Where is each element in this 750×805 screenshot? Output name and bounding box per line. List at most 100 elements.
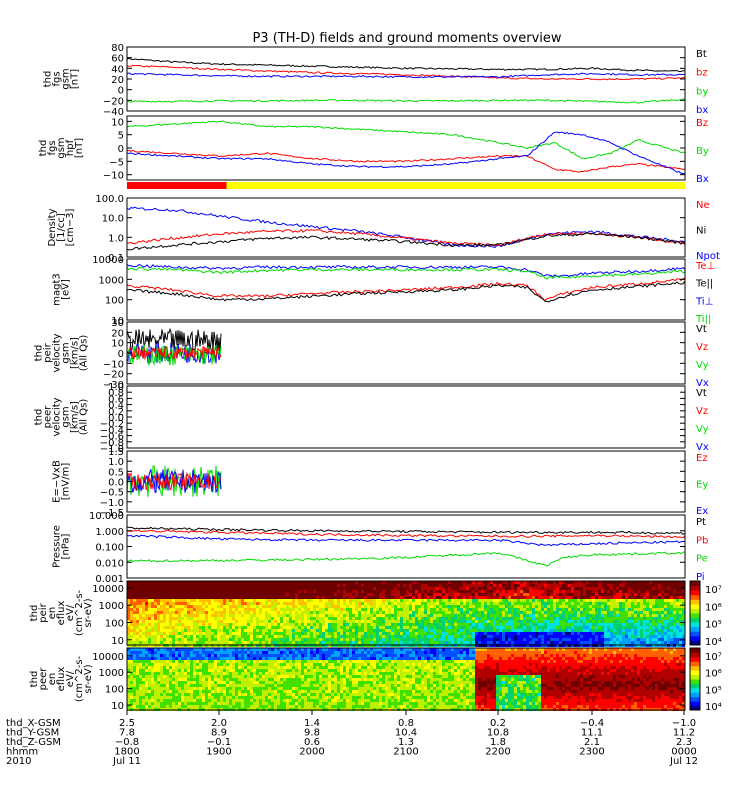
spectrogram-cell [166, 635, 169, 638]
spectrogram-cell [421, 593, 424, 596]
spectrogram-cell [589, 626, 592, 629]
spectrogram-cell [223, 635, 226, 638]
spectrogram-cell [139, 599, 142, 602]
spectrogram-cell [154, 699, 157, 702]
y-tick-label: 0 [118, 86, 124, 97]
spectrogram-cell [382, 623, 385, 626]
spectrogram-cell [667, 590, 670, 593]
spectrogram-cell [346, 617, 349, 620]
spectrogram-cell [508, 590, 511, 593]
spectrogram-cell [496, 632, 499, 635]
spectrogram-cell [160, 693, 163, 696]
spectrogram-cell [157, 690, 160, 693]
spectrogram-cell [226, 641, 229, 644]
spectrogram-cell [352, 635, 355, 638]
spectrogram-cell [271, 608, 274, 611]
spectrogram-cell [226, 614, 229, 617]
spectrogram-cell [148, 620, 151, 623]
spectrogram-cell [493, 638, 496, 641]
spectrogram-cell [391, 587, 394, 590]
spectrogram-cell [148, 593, 151, 596]
spectrogram-cell [394, 638, 397, 641]
spectrogram-cell [448, 617, 451, 620]
spectrogram-cell [286, 590, 289, 593]
spectrogram-cell [604, 605, 607, 608]
spectrogram-cell [562, 620, 565, 623]
spectrogram-cell [181, 675, 184, 678]
spectrogram-cell [310, 584, 313, 587]
spectrogram-cell [619, 593, 622, 596]
spectrogram-cell [139, 699, 142, 702]
spectrogram-cell [496, 614, 499, 617]
spectrogram-cell [613, 623, 616, 626]
spectrogram-cell [178, 608, 181, 611]
spectrogram-cell [349, 587, 352, 590]
spectrogram-cell [478, 608, 481, 611]
spectrogram-cell [151, 635, 154, 638]
legend-entry: Ne [696, 200, 710, 211]
spectrogram-cell [658, 584, 661, 587]
spectrogram-cell [391, 635, 394, 638]
spectrogram-cell [442, 596, 445, 599]
spectrogram-cell [355, 638, 358, 641]
spectrogram-cell [169, 693, 172, 696]
spectrogram-cell [238, 590, 241, 593]
spectrogram-cell [517, 599, 520, 602]
spectrogram-cell [157, 666, 160, 669]
spectrogram-cell [229, 584, 232, 587]
spectrogram-cell [181, 605, 184, 608]
spectrogram-cell [238, 599, 241, 602]
spectrogram-cell [436, 635, 439, 638]
spectrogram-cell [175, 638, 178, 641]
spectrogram-cell [169, 635, 172, 638]
spectrogram-cell [319, 593, 322, 596]
spectrogram-cell [442, 602, 445, 605]
spectrogram-cell [460, 608, 463, 611]
spectrogram-cell [154, 702, 157, 705]
spectrogram-cell [154, 651, 157, 654]
spectrogram-cell [298, 638, 301, 641]
spectrogram-cell [325, 638, 328, 641]
spectrogram-cell [604, 602, 607, 605]
spectrogram-cell [592, 614, 595, 617]
spectrogram-cell [526, 596, 529, 599]
spectrogram-cell [181, 678, 184, 681]
spectrogram-cell [607, 611, 610, 614]
spectrogram-cell [154, 657, 157, 660]
spectrogram-cell [325, 614, 328, 617]
spectrogram-cell [172, 702, 175, 705]
spectrogram-cell [454, 590, 457, 593]
spectrogram-cell [220, 587, 223, 590]
spectrogram-cell [478, 593, 481, 596]
spectrogram-cell [652, 635, 655, 638]
spectrogram-cell [136, 666, 139, 669]
spectrogram-cell [670, 608, 673, 611]
legend-entry: Bt [696, 49, 707, 60]
spectrogram-cell [358, 635, 361, 638]
y-tick-label: −20 [103, 96, 124, 107]
spectrogram-cell [673, 632, 676, 635]
spectrogram-cell [157, 635, 160, 638]
spectrogram-cell [181, 599, 184, 602]
spectrogram-cell [328, 602, 331, 605]
spectrogram-cell [571, 593, 574, 596]
spectrogram-cell [532, 584, 535, 587]
spectrogram-cell [640, 626, 643, 629]
spectrogram-cell [415, 587, 418, 590]
spectrogram-cell [220, 611, 223, 614]
spectrogram-cell [391, 596, 394, 599]
spectrogram-cell [481, 623, 484, 626]
spectrogram-cell [406, 605, 409, 608]
spectrogram-cell [487, 632, 490, 635]
spectrogram-cell [658, 611, 661, 614]
spectrogram-cell [352, 617, 355, 620]
spectrogram-cell [208, 623, 211, 626]
spectrogram-cell [169, 596, 172, 599]
spectrogram-cell [343, 626, 346, 629]
spectrogram-cell [361, 632, 364, 635]
spectrogram-cell [490, 632, 493, 635]
spectrogram-cell [430, 635, 433, 638]
spectrogram-cell [502, 623, 505, 626]
spectrogram-cell [352, 626, 355, 629]
